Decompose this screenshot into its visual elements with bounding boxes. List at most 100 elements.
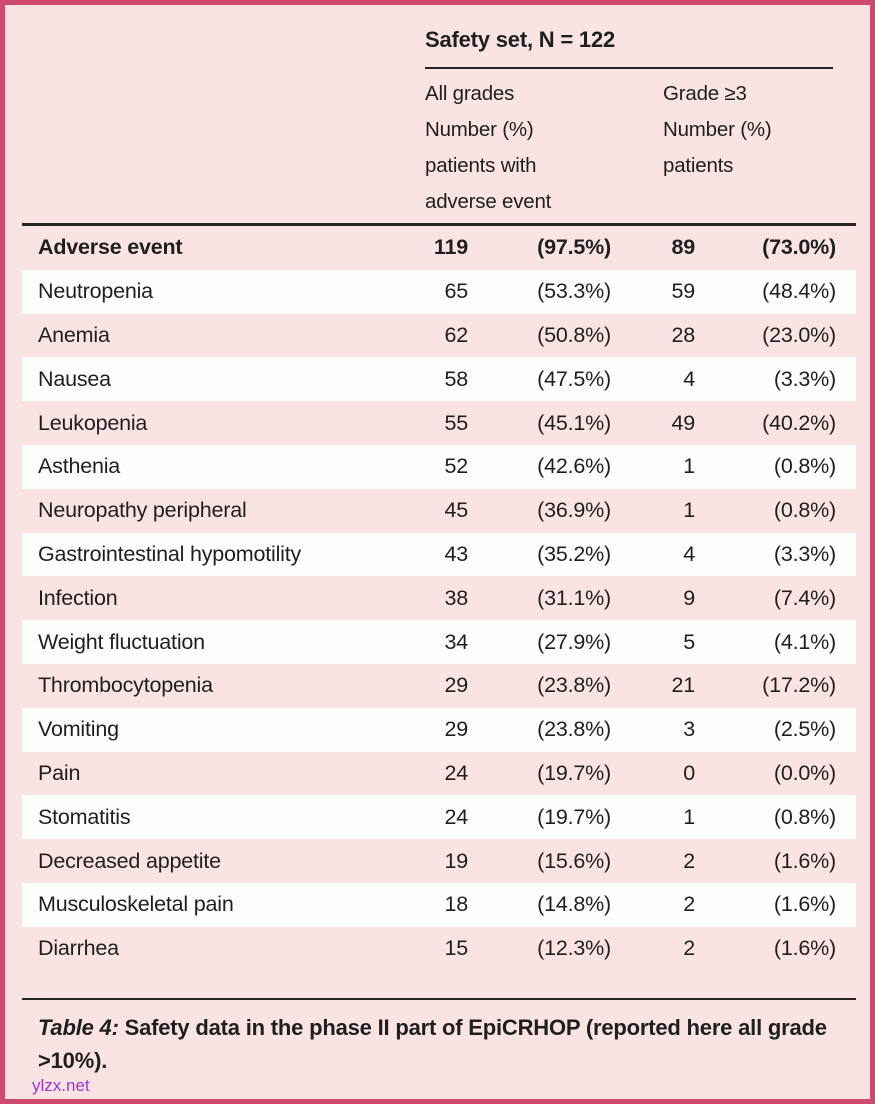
column-headers: All grades Number (%) patients with adve… [425,76,870,220]
caption-label: Table 4: [38,1015,119,1041]
row-n-grade3: 1 [683,454,695,479]
row-pct-grade3: (2.5%) [773,717,836,742]
table-body: Adverse event 119 (97.5%) 89 (73.0%) Neu… [22,226,856,971]
row-n-all-grades: 18 [444,892,468,917]
table-row: Asthenia 52 (42.6%) 1 (0.8%) [22,444,856,489]
row-n-all-grades: 15 [444,936,468,961]
row-pct-all-grades: (23.8%) [537,717,611,742]
row-pct-all-grades: (42.6%) [537,454,611,479]
row-event-label: Anemia [38,322,110,347]
row-pct-grade3: (17.2%) [762,673,836,698]
row-pct-all-grades: (47.5%) [537,366,611,391]
row-event-label: Decreased appetite [38,848,221,873]
row-n-all-grades: 52 [444,454,468,479]
row-n-grade3: 89 [671,235,695,260]
row-pct-grade3: (0.8%) [773,454,836,479]
table-row: Stomatitis 24 (19.7%) 1 (0.8%) [22,795,856,840]
row-event-label: Gastrointestinal hypomotility [38,541,302,566]
row-pct-all-grades: (19.7%) [537,760,611,785]
row-n-grade3: 2 [683,892,695,917]
row-pct-grade3: (0.0%) [773,760,836,785]
header-rule [22,223,856,226]
row-n-grade3: 49 [671,410,695,435]
row-event-label: Vomiting [38,717,119,742]
row-event-label: Infection [38,585,118,610]
row-n-all-grades: 24 [444,804,468,829]
table-row: Musculoskeletal pain 18 (14.8%) 2 (1.6%) [22,882,856,927]
row-pct-all-grades: (23.8%) [537,673,611,698]
row-pct-all-grades: (19.7%) [537,804,611,829]
title-underline [425,67,833,69]
row-pct-all-grades: (36.9%) [537,498,611,523]
row-n-all-grades: 24 [444,760,468,785]
table-row-adverse-event: Adverse event 119 (97.5%) 89 (73.0%) [22,226,856,270]
row-event-label: Neutropenia [38,279,153,304]
row-n-grade3: 28 [671,322,695,347]
row-pct-all-grades: (53.3%) [537,279,611,304]
table-row: Decreased appetite 19 (15.6%) 2 (1.6%) [22,839,856,883]
table-row: Thrombocytopenia 29 (23.8%) 21 (17.2%) [22,664,856,708]
row-n-grade3: 9 [683,585,695,610]
row-pct-grade3: (4.1%) [773,629,836,654]
row-n-all-grades: 29 [444,673,468,698]
table-row: Vomiting 29 (23.8%) 3 (2.5%) [22,707,856,752]
row-event-label: Stomatitis [38,804,131,829]
column-header-all-grades: All grades Number (%) patients with adve… [425,82,552,213]
row-pct-grade3: (1.6%) [773,892,836,917]
row-n-all-grades: 119 [433,235,468,260]
row-n-all-grades: 45 [444,498,468,523]
row-pct-grade3: (0.8%) [773,498,836,523]
row-n-grade3: 4 [683,366,695,391]
table-row: Diarrhea 15 (12.3%) 2 (1.6%) [22,927,856,971]
table-row: Infection 38 (31.1%) 9 (7.4%) [22,576,856,620]
row-pct-all-grades: (50.8%) [537,322,611,347]
row-n-grade3: 0 [683,760,695,785]
row-n-grade3: 4 [683,541,695,566]
row-pct-all-grades: (15.6%) [537,848,611,873]
row-n-grade3: 21 [671,673,695,698]
row-pct-all-grades: (97.5%) [537,235,611,260]
table-caption: Table 4: Safety data in the phase II par… [38,1011,848,1077]
row-n-grade3: 3 [683,717,695,742]
row-n-grade3: 1 [683,498,695,523]
footer-rule [22,997,856,1001]
row-event-label: Adverse event [38,235,183,260]
table-row: Neutropenia 65 (53.3%) 59 (48.4%) [22,269,856,314]
table-row: Neuropathy peripheral 45 (36.9%) 1 (0.8%) [22,489,856,533]
row-event-label: Weight fluctuation [38,629,205,654]
row-pct-all-grades: (35.2%) [537,541,611,566]
table-row: Leukopenia 55 (45.1%) 49 (40.2%) [22,401,856,445]
row-n-all-grades: 43 [444,541,468,566]
table-row: Nausea 58 (47.5%) 4 (3.3%) [22,357,856,402]
table-header-area: Safety set, N = 122 All grades Number (%… [5,5,870,220]
caption-text: Safety data in the phase II part of EpiC… [38,1015,827,1074]
row-pct-grade3: (40.2%) [762,410,836,435]
row-event-label: Diarrhea [38,936,119,961]
row-pct-grade3: (23.0%) [762,322,836,347]
row-event-label: Nausea [38,366,111,391]
row-event-label: Leukopenia [38,410,148,435]
row-pct-all-grades: (31.1%) [537,585,611,610]
row-n-grade3: 59 [671,279,695,304]
row-n-all-grades: 19 [444,848,468,873]
row-pct-grade3: (1.6%) [773,936,836,961]
row-pct-all-grades: (12.3%) [537,936,611,961]
row-pct-grade3: (3.3%) [773,366,836,391]
row-n-all-grades: 29 [444,717,468,742]
row-pct-all-grades: (14.8%) [537,892,611,917]
row-n-all-grades: 34 [444,629,468,654]
row-pct-grade3: (0.8%) [773,804,836,829]
table-row: Anemia 62 (50.8%) 28 (23.0%) [22,314,856,358]
table-row: Pain 24 (19.7%) 0 (0.0%) [22,752,856,796]
row-n-all-grades: 62 [444,322,468,347]
row-n-grade3: 2 [683,848,695,873]
row-n-grade3: 1 [683,804,695,829]
row-n-all-grades: 38 [444,585,468,610]
row-n-all-grades: 58 [444,366,468,391]
row-event-label: Asthenia [38,454,121,479]
watermark: ylzx.net [32,1076,90,1095]
row-n-grade3: 2 [683,936,695,961]
row-event-label: Thrombocytopenia [38,673,213,698]
row-pct-grade3: (3.3%) [773,541,836,566]
